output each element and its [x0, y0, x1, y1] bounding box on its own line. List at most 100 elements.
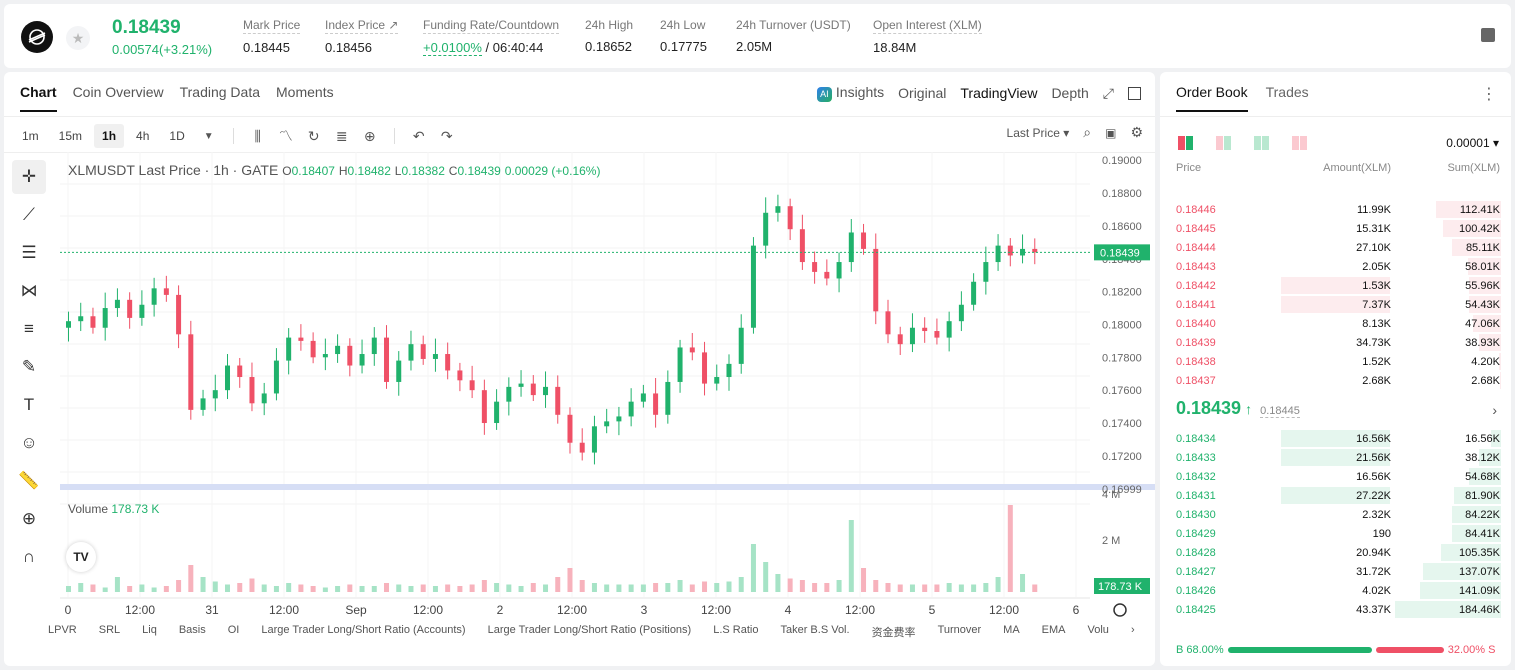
text-icon[interactable]: T — [23, 395, 35, 414]
indicator-item[interactable]: EMA — [1041, 624, 1066, 636]
bid-row[interactable]: 0.18431 27.22K 81.90K — [1160, 486, 1511, 505]
indicator-item[interactable]: 资金费率 — [871, 627, 916, 639]
open-interest-stat[interactable]: Open Interest (XLM) 18.84M — [873, 18, 982, 55]
view-asks-icon[interactable] — [1292, 136, 1308, 150]
ask-row[interactable]: 0.18442 1.53K 55.96K — [1160, 276, 1511, 295]
replay-icon[interactable]: ↻ — [307, 127, 320, 144]
bid-row[interactable]: 0.18425 43.37K 184.46K — [1160, 600, 1511, 619]
add-alert-icon[interactable]: ⊕ — [363, 127, 376, 144]
highlight-bar — [1281, 487, 1390, 504]
undo-icon[interactable]: ↶ — [412, 127, 425, 144]
ask-row[interactable]: 0.18439 34.73K 38.93K — [1160, 333, 1511, 352]
camera-icon[interactable]: ▣ — [1105, 125, 1117, 140]
redo-icon[interactable]: ↷ — [440, 127, 453, 144]
indicator-item[interactable]: Liq — [142, 624, 157, 636]
tab-chart[interactable]: Chart — [20, 84, 57, 112]
indicator-item[interactable]: Taker B.S Vol. — [780, 624, 850, 636]
precision-select[interactable]: 0.00001 ▾ — [1446, 136, 1499, 150]
pattern-icon[interactable]: ⋈ — [20, 281, 38, 300]
indicator-item[interactable]: L.S Ratio — [713, 624, 759, 636]
interval-1m[interactable]: 1m — [22, 129, 39, 143]
tab-original[interactable]: Original — [898, 85, 947, 101]
chevron-down-icon[interactable]: ▼ — [203, 130, 214, 142]
tab-trades[interactable]: Trades — [1265, 84, 1309, 100]
indicator-item[interactable]: Large Trader Long/Short Ratio (Positions… — [487, 624, 692, 636]
indicator-item[interactable]: Volu — [1087, 624, 1109, 636]
more-icon[interactable]: ⋮ — [1481, 86, 1497, 103]
ask-row[interactable]: 0.18437 2.68K 2.68K — [1160, 371, 1511, 390]
indicator-item[interactable]: MA — [1003, 624, 1020, 636]
ask-row[interactable]: 0.18440 8.13K 47.06K — [1160, 314, 1511, 333]
templates-icon[interactable]: ≣ — [335, 127, 348, 144]
bid-row[interactable]: 0.18432 16.56K 54.68K — [1160, 467, 1511, 486]
bid-row[interactable]: 0.18434 16.56K 16.56K — [1160, 429, 1511, 448]
indicator-item[interactable]: OI — [227, 624, 240, 636]
volume-last-label: 178.73 K — [1098, 581, 1143, 593]
interval-15m[interactable]: 15m — [58, 129, 83, 143]
ask-row[interactable]: 0.18441 7.37K 54.43K — [1160, 295, 1511, 314]
candlestick-chart[interactable]: 0.190000.188000.186000.184000.182000.180… — [60, 152, 1155, 622]
ask-row[interactable]: 0.18438 1.52K 4.20K — [1160, 352, 1511, 371]
legend-symbol: XLMUSDT Last Price · 1h · GATE — [68, 162, 279, 178]
ruler-icon[interactable]: 📏 — [18, 471, 40, 490]
funding-rate-value[interactable]: +0.0100% — [423, 40, 482, 56]
ask-row[interactable]: 0.18445 15.31K 100.42K — [1160, 219, 1511, 238]
candle-type-icon[interactable]: ⫼ — [254, 127, 261, 144]
tab-trading-data[interactable]: Trading Data — [179, 84, 261, 100]
tab-depth[interactable]: Depth — [1051, 85, 1089, 101]
depth-bar — [1473, 315, 1501, 332]
time-tick: 12:00 — [989, 603, 1019, 617]
indicator-item[interactable]: SRL — [98, 624, 121, 636]
interval-1h[interactable]: 1h — [94, 124, 125, 148]
view-bids-icon[interactable] — [1254, 136, 1270, 150]
ask-row[interactable]: 0.18446 11.99K 112.41K — [1160, 200, 1511, 219]
bid-row[interactable]: 0.18426 4.02K 141.09K — [1160, 581, 1511, 600]
mark-price-stat[interactable]: Mark Price 0.18445 — [243, 18, 301, 55]
favorite-star-icon[interactable]: ★ — [66, 26, 90, 50]
indicators-icon[interactable]: 〽 — [278, 128, 293, 144]
magnet-icon[interactable]: ∩ — [22, 547, 36, 566]
fib-icon[interactable]: ≡ — [24, 319, 34, 338]
expand-icon[interactable]: ⤢ — [1102, 84, 1114, 101]
bid-row[interactable]: 0.18430 2.32K 84.22K — [1160, 505, 1511, 524]
trend-line-icon[interactable]: ⟋ — [23, 205, 35, 224]
chevron-right-icon[interactable]: › — [1130, 624, 1135, 636]
indicator-item[interactable]: Turnover — [937, 624, 982, 636]
chevron-right-icon[interactable]: › — [1492, 402, 1497, 418]
bid-row[interactable]: 0.18427 31.72K 137.07K — [1160, 562, 1511, 581]
bid-row[interactable]: 0.18433 21.56K 38.12K — [1160, 448, 1511, 467]
view-both-icon[interactable] — [1178, 136, 1194, 150]
ask-row[interactable]: 0.18444 27.10K 85.11K — [1160, 238, 1511, 257]
brush-icon[interactable]: ✎ — [21, 357, 37, 376]
emoji-icon[interactable]: ☺ — [20, 433, 38, 452]
tab-order-book[interactable]: Order Book — [1176, 84, 1248, 112]
view-split-icon[interactable] — [1216, 136, 1232, 150]
zoom-in-icon[interactable]: ⊕ — [21, 509, 37, 528]
indicator-item[interactable]: Basis — [178, 624, 206, 636]
tab-coin-overview[interactable]: Coin Overview — [72, 84, 164, 100]
search-icon[interactable]: ⌕ — [1083, 124, 1092, 140]
interval-4h[interactable]: 4h — [136, 129, 150, 143]
indicator-item[interactable]: Large Trader Long/Short Ratio (Accounts) — [261, 624, 466, 636]
mid-mark-price[interactable]: 0.18445 — [1260, 405, 1300, 418]
tab-moments[interactable]: Moments — [276, 84, 334, 100]
indicator-item[interactable]: LPVR — [48, 624, 77, 636]
funding-rate-stat[interactable]: Funding Rate/Countdown +0.0100% / 06:40:4… — [423, 18, 560, 56]
volume-bar — [824, 583, 830, 592]
index-price-stat[interactable]: Index Price ↗ 0.18456 — [325, 18, 399, 55]
bid-row[interactable]: 0.18429 190 84.41K — [1160, 524, 1511, 543]
bid-row[interactable]: 0.18428 20.94K 105.35K — [1160, 543, 1511, 562]
gear-icon[interactable]: ⚙ — [1130, 124, 1143, 140]
candle-body — [763, 212, 769, 246]
window-icon[interactable] — [1128, 86, 1141, 100]
crosshair-icon[interactable]: ✛ — [12, 160, 46, 194]
auto-scale-icon[interactable] — [1113, 603, 1127, 617]
guide-book-icon[interactable] — [1481, 28, 1495, 42]
horizontal-lines-icon[interactable]: ☰ — [21, 243, 37, 262]
ask-row[interactable]: 0.18443 2.05K 58.01K — [1160, 257, 1511, 276]
tab-insights[interactable]: AI Insights — [816, 84, 884, 102]
price-tick: 0.18200 — [1102, 287, 1142, 299]
tab-tradingview[interactable]: TradingView — [960, 85, 1038, 101]
price-type-select[interactable]: Last Price ▾ — [1006, 125, 1070, 140]
interval-1d[interactable]: 1D — [169, 129, 185, 143]
